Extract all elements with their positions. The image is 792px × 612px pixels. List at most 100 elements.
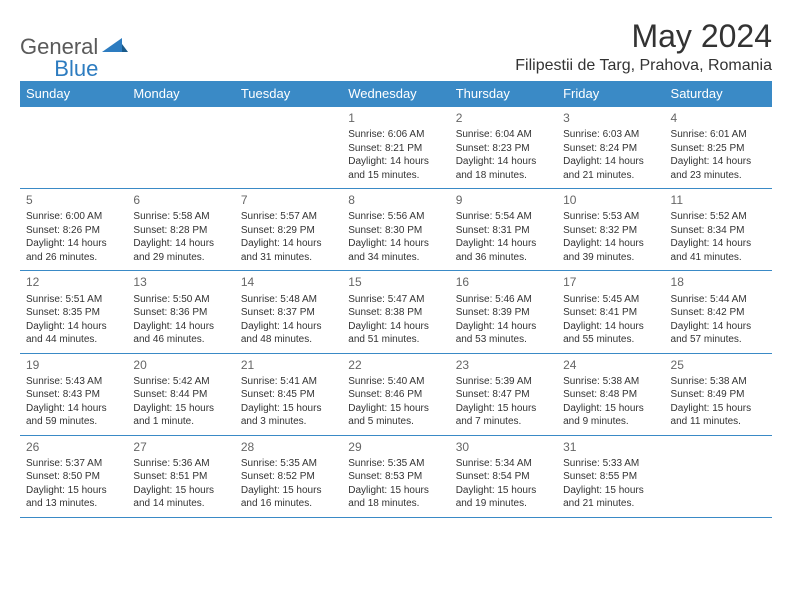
daylight-line: Daylight: 15 hours and 11 minutes. [671, 402, 766, 429]
calendar-cell: 29Sunrise: 5:35 AMSunset: 8:53 PMDayligh… [342, 435, 449, 517]
calendar-cell [127, 107, 234, 189]
daylight-line: Daylight: 15 hours and 3 minutes. [241, 402, 336, 429]
sunset-line: Sunset: 8:48 PM [563, 388, 658, 402]
sunrise-line: Sunrise: 5:43 AM [26, 375, 121, 389]
day-number: 31 [563, 439, 658, 455]
sunrise-line: Sunrise: 5:57 AM [241, 210, 336, 224]
sunrise-line: Sunrise: 5:35 AM [348, 457, 443, 471]
location: Filipestii de Targ, Prahova, Romania [515, 57, 772, 75]
day-number: 9 [456, 192, 551, 208]
weekday-header: Wednesday [342, 81, 449, 107]
sunrise-line: Sunrise: 5:38 AM [671, 375, 766, 389]
sunset-line: Sunset: 8:34 PM [671, 224, 766, 238]
sunrise-line: Sunrise: 6:01 AM [671, 128, 766, 142]
sunset-line: Sunset: 8:46 PM [348, 388, 443, 402]
sunset-line: Sunset: 8:42 PM [671, 306, 766, 320]
calendar-row: 1Sunrise: 6:06 AMSunset: 8:21 PMDaylight… [20, 107, 772, 189]
day-number: 4 [671, 110, 766, 126]
daylight-line: Daylight: 14 hours and 34 minutes. [348, 237, 443, 264]
sunset-line: Sunset: 8:36 PM [133, 306, 228, 320]
day-number: 16 [456, 274, 551, 290]
daylight-line: Daylight: 14 hours and 44 minutes. [26, 320, 121, 347]
sunset-line: Sunset: 8:39 PM [456, 306, 551, 320]
daylight-line: Daylight: 14 hours and 29 minutes. [133, 237, 228, 264]
sunset-line: Sunset: 8:50 PM [26, 470, 121, 484]
sunset-line: Sunset: 8:35 PM [26, 306, 121, 320]
daylight-line: Daylight: 15 hours and 9 minutes. [563, 402, 658, 429]
sunset-line: Sunset: 8:45 PM [241, 388, 336, 402]
weekday-header: Thursday [450, 81, 557, 107]
calendar-cell: 3Sunrise: 6:03 AMSunset: 8:24 PMDaylight… [557, 107, 664, 189]
sunset-line: Sunset: 8:21 PM [348, 142, 443, 156]
sunrise-line: Sunrise: 5:54 AM [456, 210, 551, 224]
day-number: 25 [671, 357, 766, 373]
sunset-line: Sunset: 8:23 PM [456, 142, 551, 156]
sunset-line: Sunset: 8:24 PM [563, 142, 658, 156]
sunrise-line: Sunrise: 5:37 AM [26, 457, 121, 471]
calendar-cell: 23Sunrise: 5:39 AMSunset: 8:47 PMDayligh… [450, 353, 557, 435]
daylight-line: Daylight: 14 hours and 21 minutes. [563, 155, 658, 182]
sunset-line: Sunset: 8:55 PM [563, 470, 658, 484]
sunset-line: Sunset: 8:53 PM [348, 470, 443, 484]
calendar-cell: 5Sunrise: 6:00 AMSunset: 8:26 PMDaylight… [20, 189, 127, 271]
day-number: 12 [26, 274, 121, 290]
day-number: 19 [26, 357, 121, 373]
sunset-line: Sunset: 8:43 PM [26, 388, 121, 402]
sunset-line: Sunset: 8:51 PM [133, 470, 228, 484]
day-number: 30 [456, 439, 551, 455]
sunset-line: Sunset: 8:52 PM [241, 470, 336, 484]
sunset-line: Sunset: 8:37 PM [241, 306, 336, 320]
calendar-cell: 30Sunrise: 5:34 AMSunset: 8:54 PMDayligh… [450, 435, 557, 517]
logo: General Blue [20, 18, 148, 70]
sunrise-line: Sunrise: 6:06 AM [348, 128, 443, 142]
daylight-line: Daylight: 15 hours and 1 minute. [133, 402, 228, 429]
sunrise-line: Sunrise: 5:53 AM [563, 210, 658, 224]
calendar-cell: 17Sunrise: 5:45 AMSunset: 8:41 PMDayligh… [557, 271, 664, 353]
weekday-header: Monday [127, 81, 234, 107]
daylight-line: Daylight: 15 hours and 14 minutes. [133, 484, 228, 511]
daylight-line: Daylight: 15 hours and 13 minutes. [26, 484, 121, 511]
calendar-cell: 4Sunrise: 6:01 AMSunset: 8:25 PMDaylight… [665, 107, 772, 189]
day-number: 27 [133, 439, 228, 455]
weekday-header: Tuesday [235, 81, 342, 107]
calendar-cell: 7Sunrise: 5:57 AMSunset: 8:29 PMDaylight… [235, 189, 342, 271]
daylight-line: Daylight: 14 hours and 31 minutes. [241, 237, 336, 264]
calendar-cell: 12Sunrise: 5:51 AMSunset: 8:35 PMDayligh… [20, 271, 127, 353]
sunrise-line: Sunrise: 6:04 AM [456, 128, 551, 142]
calendar-cell: 19Sunrise: 5:43 AMSunset: 8:43 PMDayligh… [20, 353, 127, 435]
sunrise-line: Sunrise: 5:58 AM [133, 210, 228, 224]
sunrise-line: Sunrise: 5:35 AM [241, 457, 336, 471]
calendar-cell: 8Sunrise: 5:56 AMSunset: 8:30 PMDaylight… [342, 189, 449, 271]
daylight-line: Daylight: 15 hours and 18 minutes. [348, 484, 443, 511]
sunrise-line: Sunrise: 5:40 AM [348, 375, 443, 389]
sunrise-line: Sunrise: 5:33 AM [563, 457, 658, 471]
logo-triangle-icon [102, 36, 128, 59]
sunrise-line: Sunrise: 5:42 AM [133, 375, 228, 389]
day-number: 17 [563, 274, 658, 290]
daylight-line: Daylight: 15 hours and 21 minutes. [563, 484, 658, 511]
calendar-cell: 16Sunrise: 5:46 AMSunset: 8:39 PMDayligh… [450, 271, 557, 353]
day-number: 7 [241, 192, 336, 208]
calendar-cell: 14Sunrise: 5:48 AMSunset: 8:37 PMDayligh… [235, 271, 342, 353]
daylight-line: Daylight: 14 hours and 15 minutes. [348, 155, 443, 182]
day-number: 2 [456, 110, 551, 126]
sunrise-line: Sunrise: 6:00 AM [26, 210, 121, 224]
calendar-cell: 15Sunrise: 5:47 AMSunset: 8:38 PMDayligh… [342, 271, 449, 353]
weekday-header: Friday [557, 81, 664, 107]
calendar-cell: 11Sunrise: 5:52 AMSunset: 8:34 PMDayligh… [665, 189, 772, 271]
sunrise-line: Sunrise: 5:45 AM [563, 293, 658, 307]
daylight-line: Daylight: 14 hours and 23 minutes. [671, 155, 766, 182]
sunrise-line: Sunrise: 5:39 AM [456, 375, 551, 389]
calendar-cell: 27Sunrise: 5:36 AMSunset: 8:51 PMDayligh… [127, 435, 234, 517]
day-number: 26 [26, 439, 121, 455]
day-number: 28 [241, 439, 336, 455]
calendar-cell: 1 Sunrise: 6:06 AMSunset: 8:21 PMDaylight… [342, 107, 449, 189]
day-number: 20 [133, 357, 228, 373]
day-number: 1 [348, 110, 443, 126]
day-number: 15 [348, 274, 443, 290]
daylight-line: Daylight: 14 hours and 57 minutes. [671, 320, 766, 347]
calendar-cell: 31 Sunrise: 5:33 AMSunset: 8:55 PMDayligh… [557, 435, 664, 517]
day-number: 18 [671, 274, 766, 290]
calendar-cell: 2Sunrise: 6:04 AMSunset: 8:23 PMDaylight… [450, 107, 557, 189]
sunset-line: Sunset: 8:30 PM [348, 224, 443, 238]
